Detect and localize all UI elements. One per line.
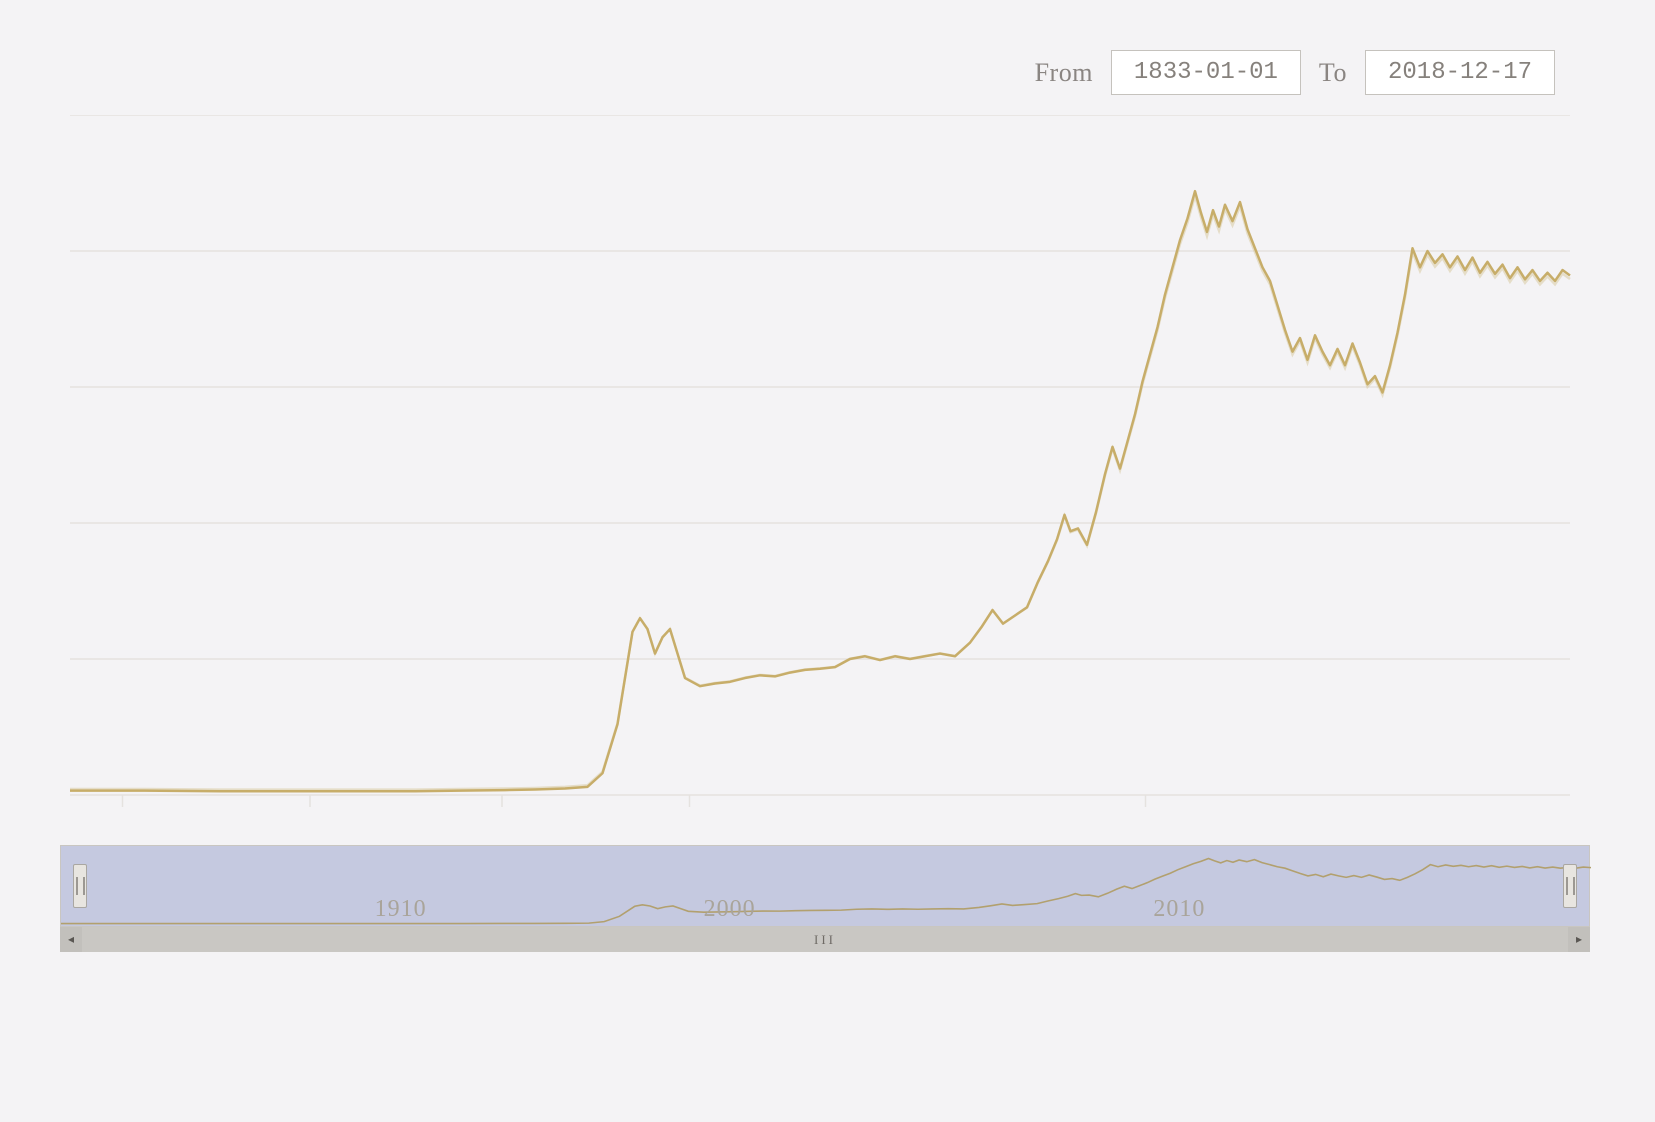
- navigator-line: [61, 858, 1591, 923]
- from-label: From: [1035, 58, 1093, 88]
- date-range-bar: From To: [50, 50, 1605, 95]
- from-date-input[interactable]: [1111, 50, 1301, 95]
- navigator-scrollbar[interactable]: ◂ III ▸: [60, 927, 1590, 952]
- scroll-grip[interactable]: III: [82, 927, 1568, 952]
- price-chart[interactable]: £0.00£250.00£500.00£750.00£1000.00£1250.…: [60, 115, 1610, 815]
- price-line: [70, 191, 1570, 791]
- navigator-x-label: 2010: [1153, 896, 1205, 922]
- to-label: To: [1319, 58, 1347, 88]
- navigator-handle-left[interactable]: [73, 864, 87, 908]
- scroll-left-button[interactable]: ◂: [60, 927, 82, 952]
- navigator-x-label: 1910: [375, 896, 427, 922]
- scroll-right-button[interactable]: ▸: [1568, 927, 1590, 952]
- navigator-panel[interactable]: 1910 2000 2010: [60, 845, 1590, 927]
- navigator-handle-right[interactable]: [1563, 864, 1577, 908]
- to-date-input[interactable]: [1365, 50, 1555, 95]
- navigator-x-label: 2000: [704, 896, 756, 922]
